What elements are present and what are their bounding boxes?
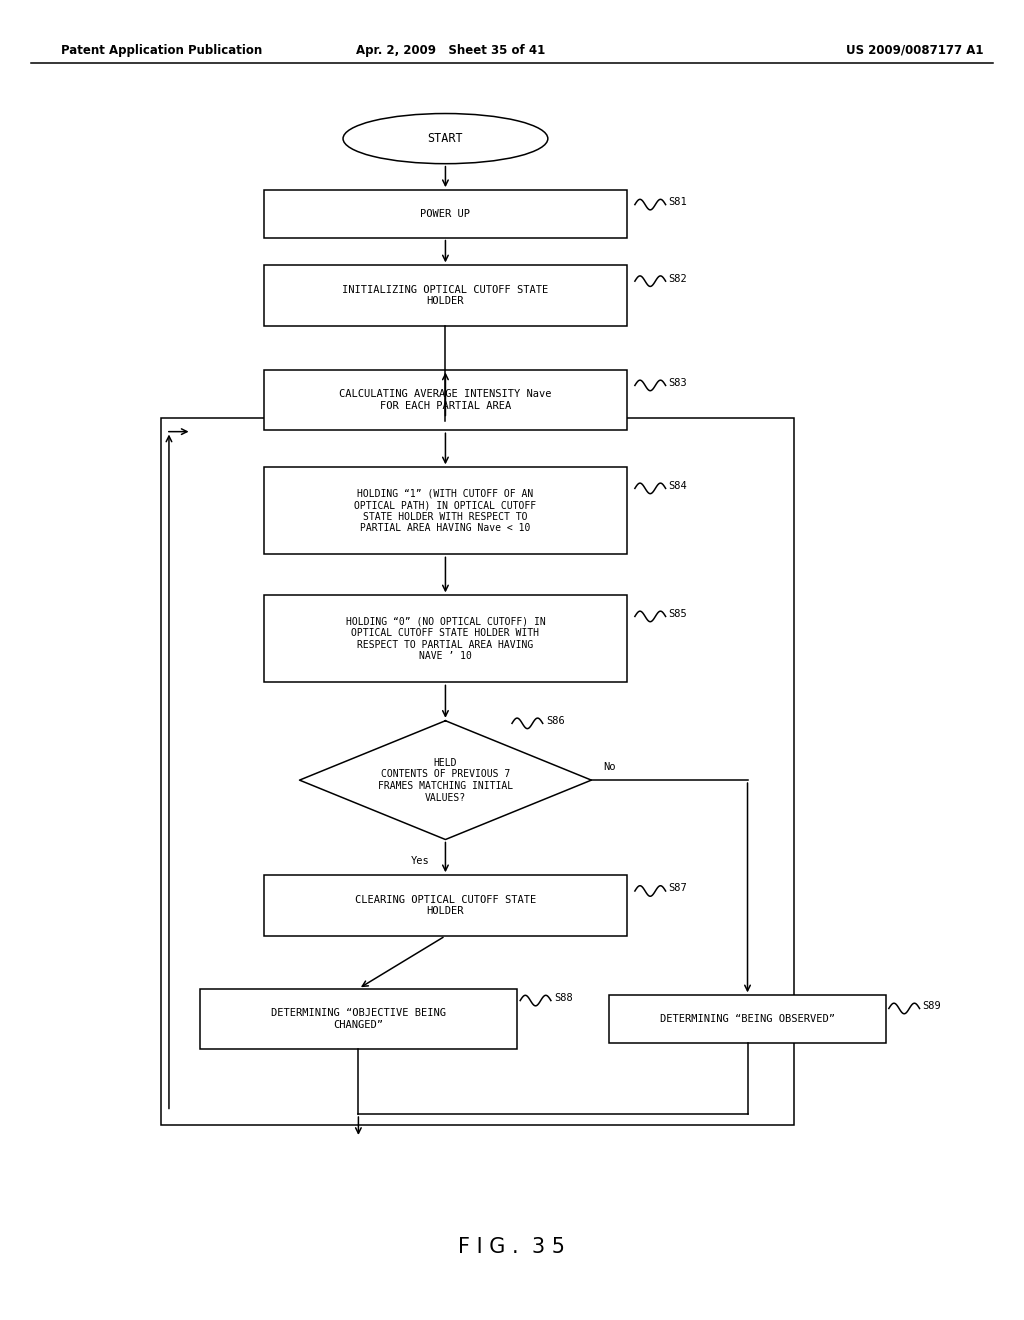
Text: Patent Application Publication: Patent Application Publication bbox=[61, 44, 263, 57]
Text: S89: S89 bbox=[923, 1001, 941, 1011]
Text: Apr. 2, 2009   Sheet 35 of 41: Apr. 2, 2009 Sheet 35 of 41 bbox=[356, 44, 545, 57]
Text: S82: S82 bbox=[669, 273, 687, 284]
Text: S83: S83 bbox=[669, 378, 687, 388]
Text: CLEARING OPTICAL CUTOFF STATE
HOLDER: CLEARING OPTICAL CUTOFF STATE HOLDER bbox=[354, 895, 537, 916]
FancyBboxPatch shape bbox=[264, 190, 627, 238]
Text: HOLDING “1” (WITH CUTOFF OF AN
OPTICAL PATH) IN OPTICAL CUTOFF
STATE HOLDER WITH: HOLDING “1” (WITH CUTOFF OF AN OPTICAL P… bbox=[354, 488, 537, 533]
FancyBboxPatch shape bbox=[264, 467, 627, 554]
FancyBboxPatch shape bbox=[200, 989, 517, 1049]
Text: POWER UP: POWER UP bbox=[421, 209, 470, 219]
FancyBboxPatch shape bbox=[264, 595, 627, 682]
Text: S88: S88 bbox=[554, 993, 572, 1003]
Text: DETERMINING “OBJECTIVE BEING
CHANGED”: DETERMINING “OBJECTIVE BEING CHANGED” bbox=[271, 1008, 445, 1030]
Text: US 2009/0087177 A1: US 2009/0087177 A1 bbox=[846, 44, 983, 57]
Text: HELD
CONTENTS OF PREVIOUS 7
FRAMES MATCHING INITIAL
VALUES?: HELD CONTENTS OF PREVIOUS 7 FRAMES MATCH… bbox=[378, 758, 513, 803]
FancyBboxPatch shape bbox=[264, 370, 627, 430]
Text: S86: S86 bbox=[546, 715, 564, 726]
Polygon shape bbox=[299, 721, 592, 840]
Text: START: START bbox=[428, 132, 463, 145]
Text: CALCULATING AVERAGE INTENSITY Nave
FOR EACH PARTIAL AREA: CALCULATING AVERAGE INTENSITY Nave FOR E… bbox=[339, 389, 552, 411]
Text: S84: S84 bbox=[669, 480, 687, 491]
Text: Yes: Yes bbox=[411, 855, 429, 866]
FancyBboxPatch shape bbox=[609, 995, 886, 1043]
Text: INITIALIZING OPTICAL CUTOFF STATE
HOLDER: INITIALIZING OPTICAL CUTOFF STATE HOLDER bbox=[342, 285, 549, 306]
FancyBboxPatch shape bbox=[264, 875, 627, 936]
Text: S81: S81 bbox=[669, 197, 687, 207]
Text: DETERMINING “BEING OBSERVED”: DETERMINING “BEING OBSERVED” bbox=[660, 1014, 835, 1024]
Text: S87: S87 bbox=[669, 883, 687, 894]
Text: No: No bbox=[603, 762, 616, 772]
FancyBboxPatch shape bbox=[264, 265, 627, 326]
Text: HOLDING “0” (NO OPTICAL CUTOFF) IN
OPTICAL CUTOFF STATE HOLDER WITH
RESPECT TO P: HOLDING “0” (NO OPTICAL CUTOFF) IN OPTIC… bbox=[345, 616, 546, 661]
Ellipse shape bbox=[343, 114, 548, 164]
Text: S85: S85 bbox=[669, 609, 687, 619]
Text: F I G .  3 5: F I G . 3 5 bbox=[459, 1237, 565, 1258]
